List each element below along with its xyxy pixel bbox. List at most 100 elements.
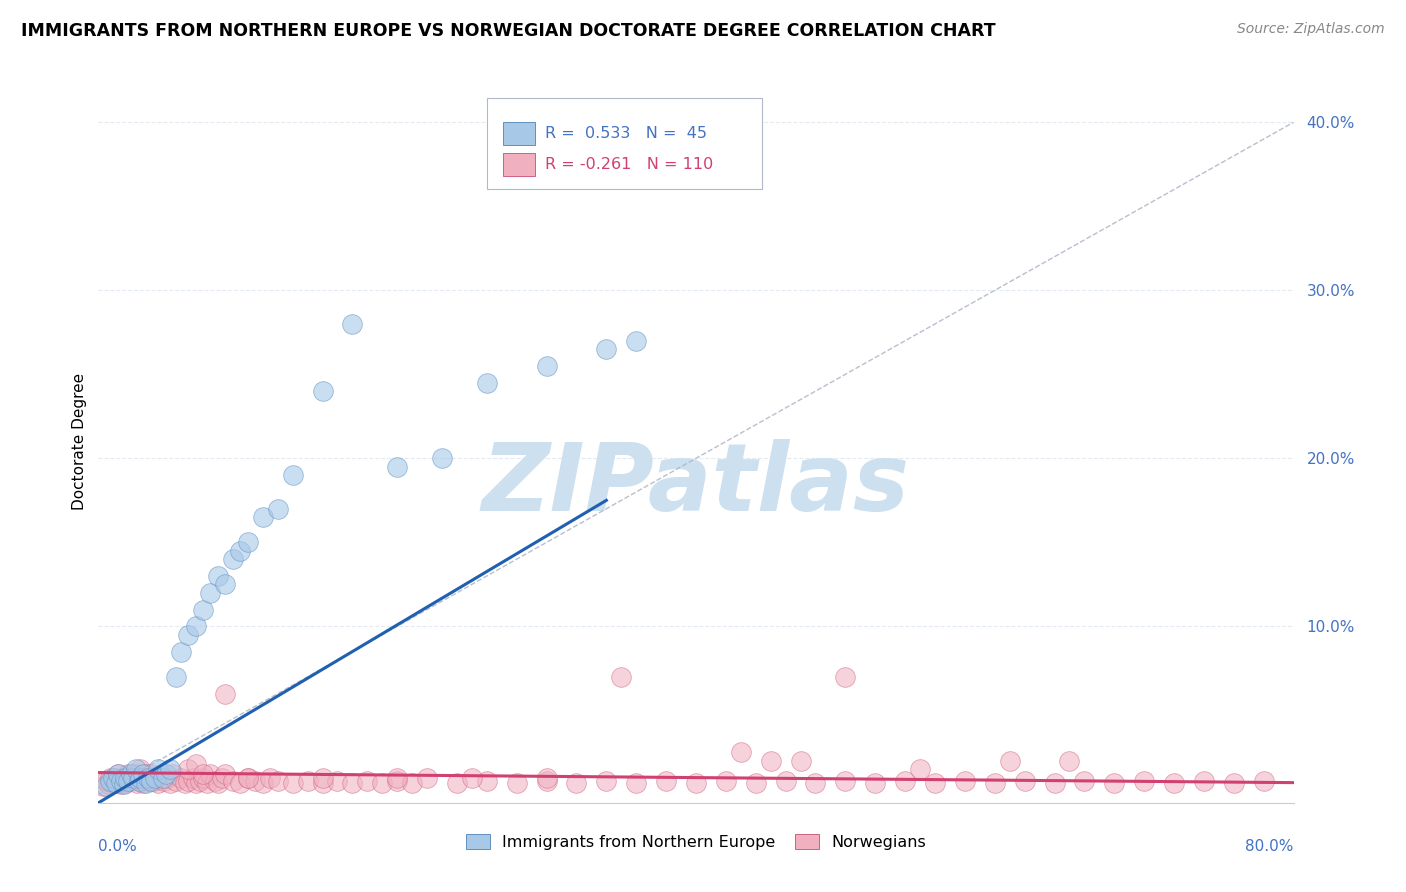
- Point: [165, 670, 187, 684]
- Point: [143, 771, 166, 785]
- Point: [148, 775, 170, 789]
- Point: [197, 775, 219, 789]
- Point: [159, 762, 181, 776]
- Point: [117, 774, 139, 789]
- Point: [114, 775, 136, 789]
- Text: ZIPatlas: ZIPatlas: [482, 439, 910, 531]
- Point: [1223, 775, 1246, 789]
- Point: [115, 771, 138, 785]
- Point: [184, 757, 207, 772]
- Point: [191, 767, 214, 781]
- Point: [110, 774, 132, 789]
- Point: [97, 777, 120, 791]
- Point: [281, 468, 304, 483]
- Point: [259, 771, 281, 785]
- Point: [297, 774, 319, 789]
- Point: [111, 771, 134, 785]
- Point: [229, 543, 252, 558]
- Point: [416, 771, 439, 785]
- Point: [789, 754, 811, 768]
- Point: [138, 771, 160, 785]
- Point: [152, 771, 174, 785]
- Point: [759, 754, 782, 768]
- Point: [125, 767, 148, 781]
- Point: [685, 775, 707, 789]
- Point: [311, 384, 333, 398]
- Point: [159, 775, 181, 789]
- Point: [129, 762, 152, 776]
- Point: [148, 762, 170, 776]
- Point: [105, 774, 128, 789]
- Point: [236, 771, 259, 785]
- Point: [1014, 774, 1036, 789]
- Text: IMMIGRANTS FROM NORTHERN EUROPE VS NORWEGIAN DOCTORATE DEGREE CORRELATION CHART: IMMIGRANTS FROM NORTHERN EUROPE VS NORWE…: [21, 22, 995, 40]
- Point: [211, 771, 233, 785]
- Point: [98, 774, 122, 789]
- Point: [267, 774, 290, 789]
- Point: [135, 767, 157, 781]
- Point: [181, 771, 204, 785]
- Text: 0.0%: 0.0%: [98, 838, 138, 854]
- Point: [136, 771, 159, 785]
- Point: [117, 767, 139, 781]
- Point: [150, 771, 173, 785]
- Point: [595, 774, 617, 789]
- Point: [252, 775, 274, 789]
- Point: [834, 774, 856, 789]
- Point: [204, 774, 226, 789]
- Point: [342, 775, 364, 789]
- Point: [924, 775, 946, 789]
- Point: [1163, 775, 1185, 789]
- Point: [128, 774, 150, 789]
- Legend: Immigrants from Northern Europe, Norwegians: Immigrants from Northern Europe, Norwegi…: [460, 828, 932, 856]
- Point: [385, 774, 409, 789]
- Point: [112, 774, 135, 789]
- Point: [214, 687, 236, 701]
- Point: [536, 771, 558, 785]
- Point: [162, 767, 184, 781]
- Point: [94, 779, 117, 793]
- Point: [1253, 774, 1275, 789]
- Point: [998, 754, 1021, 768]
- Point: [132, 775, 155, 789]
- Point: [153, 774, 176, 789]
- Point: [177, 628, 200, 642]
- Point: [91, 779, 114, 793]
- Point: [610, 670, 633, 684]
- Point: [834, 670, 856, 684]
- Point: [252, 510, 274, 524]
- Point: [139, 774, 162, 789]
- Point: [214, 767, 236, 781]
- Point: [865, 775, 887, 789]
- Point: [311, 771, 333, 785]
- Point: [103, 775, 125, 789]
- Point: [267, 501, 290, 516]
- Point: [984, 775, 1007, 789]
- Point: [1104, 775, 1126, 789]
- Point: [155, 767, 177, 781]
- Point: [371, 775, 394, 789]
- Point: [129, 771, 152, 785]
- Point: [342, 317, 364, 331]
- Point: [745, 775, 768, 789]
- Point: [1073, 774, 1095, 789]
- Point: [103, 771, 125, 785]
- Point: [236, 535, 259, 549]
- Text: R = -0.261   N = 110: R = -0.261 N = 110: [546, 157, 714, 172]
- Point: [143, 771, 166, 785]
- Point: [1133, 774, 1156, 789]
- FancyBboxPatch shape: [503, 153, 534, 176]
- FancyBboxPatch shape: [486, 98, 762, 189]
- Point: [142, 774, 165, 789]
- Point: [156, 771, 179, 785]
- Point: [775, 774, 797, 789]
- Point: [139, 767, 162, 781]
- Point: [229, 775, 252, 789]
- Point: [214, 577, 236, 591]
- Point: [356, 774, 378, 789]
- Point: [908, 762, 931, 776]
- FancyBboxPatch shape: [503, 122, 534, 145]
- Point: [200, 586, 222, 600]
- Point: [184, 775, 207, 789]
- Point: [281, 775, 304, 789]
